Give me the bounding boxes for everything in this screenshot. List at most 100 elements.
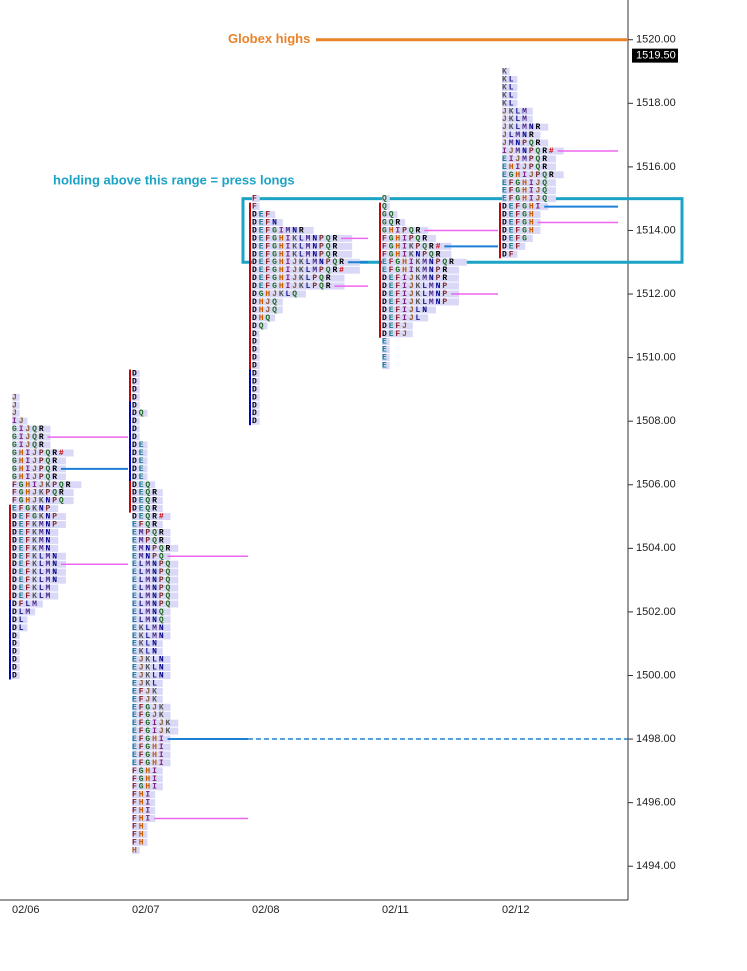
tpo-bar xyxy=(12,600,43,608)
tpo-bar xyxy=(132,632,171,640)
tpo-row: EFGHI xyxy=(132,751,166,760)
tpo-bar xyxy=(252,385,260,393)
x-tick-label: 02/11 xyxy=(382,904,409,916)
tpo-bar xyxy=(132,481,156,489)
tpo-row: D xyxy=(12,656,19,665)
tpo-row: FGHJKPQR xyxy=(12,489,66,498)
y-tick-label: 1516.00 xyxy=(636,161,676,173)
tpo-row: FH xyxy=(132,823,145,832)
tpo-row: DE xyxy=(132,449,145,458)
tpo-bar xyxy=(132,608,171,616)
tpo-bar xyxy=(132,584,179,592)
tpo-bar xyxy=(132,830,148,838)
tpo-row: FGHIPQR xyxy=(382,235,429,244)
tpo-bar xyxy=(132,520,163,528)
tpo-row: DEFKLMN xyxy=(12,568,59,577)
tpo-bar xyxy=(132,815,156,823)
tpo-row: DE xyxy=(132,457,145,466)
tpo-bar xyxy=(12,671,20,679)
tpo-row: IJ xyxy=(12,417,25,426)
tpo-bar xyxy=(12,457,66,465)
tpo-row: J xyxy=(12,401,19,410)
tpo-row: DEFKMN xyxy=(12,544,52,553)
tpo-bar xyxy=(12,489,74,497)
tpo-bar xyxy=(252,211,276,219)
tpo-row: EFJK xyxy=(132,695,159,704)
tpo-row: Q xyxy=(382,203,389,212)
tpo-bar xyxy=(132,656,171,664)
tpo-row: GHIJPQR xyxy=(12,465,59,474)
tpo-row: DEFGHIJKLPQR xyxy=(252,282,332,291)
tpo-row: EFGHIJQ xyxy=(502,187,549,196)
tpo-row: D xyxy=(12,672,19,681)
tpo-row: EFGHIKMNPQR xyxy=(382,258,456,267)
tpo-row: DEFN xyxy=(252,219,279,228)
tpo-row: D xyxy=(12,640,19,649)
tpo-row: EFGHI xyxy=(132,735,166,744)
tpo-row: DL xyxy=(12,624,25,633)
tpo-row: FHI xyxy=(132,799,152,808)
tpo-row: EFGHIJQ xyxy=(502,195,549,204)
tpo-bar xyxy=(12,505,59,513)
tpo-row: DL xyxy=(12,616,25,625)
tpo-bar xyxy=(12,497,74,505)
tpo-bar xyxy=(132,377,140,385)
tpo-row: EIJMPQR xyxy=(502,155,549,164)
tpo-row: D xyxy=(12,664,19,673)
tpo-row: DGHJKLQ xyxy=(252,290,299,299)
tpo-row: FH xyxy=(132,838,145,847)
tpo-bar xyxy=(502,195,556,203)
tpo-bar xyxy=(132,671,171,679)
tpo-bar xyxy=(382,219,406,227)
tpo-row: EFJK xyxy=(132,687,159,696)
tpo-bar xyxy=(382,346,390,354)
tpo-row: DEFIJKMNPR xyxy=(382,274,449,283)
tpo-bar xyxy=(382,282,460,290)
last-price-tag xyxy=(632,48,678,63)
tpo-row: DEFG xyxy=(502,235,529,244)
tpo-row: DEFKLMN xyxy=(12,552,59,561)
tpo-bar xyxy=(502,155,556,163)
tpo-bar xyxy=(502,226,541,234)
tpo-row: EMPQR xyxy=(132,529,166,538)
tpo-row: EJKLN xyxy=(132,656,166,665)
tpo-row: JLMNR xyxy=(502,131,536,140)
tpo-bar xyxy=(132,664,171,672)
tpo-bar xyxy=(12,465,66,473)
tpo-bar xyxy=(132,393,140,401)
tpo-bar xyxy=(132,592,179,600)
tpo-bar xyxy=(382,362,390,370)
tpo-row: DQ xyxy=(252,322,265,331)
y-tick-label: 1506.00 xyxy=(636,479,676,491)
tpo-bar xyxy=(502,179,556,187)
tpo-row: EMPQR xyxy=(132,536,166,545)
tpo-row: DF xyxy=(502,250,515,259)
note-text: holding above this range = press longs xyxy=(53,172,295,187)
tpo-bar xyxy=(382,234,436,242)
tpo-bar xyxy=(252,314,276,322)
tpo-bar xyxy=(12,608,36,616)
tpo-bar xyxy=(382,354,390,362)
tpo-bar xyxy=(382,195,390,203)
tpo-bar xyxy=(12,544,59,552)
tpo-row: KL xyxy=(502,99,515,108)
tpo-bar xyxy=(132,703,171,711)
tpo-bar xyxy=(252,226,314,234)
tpo-row: DE xyxy=(132,473,145,482)
tpo-row: JKLM xyxy=(502,115,529,124)
tpo-bar xyxy=(382,211,398,219)
tpo-row: Q xyxy=(382,195,389,204)
tpo-row: GIJQR xyxy=(12,433,46,442)
x-tick-label: 02/07 xyxy=(132,904,160,916)
tpo-bar xyxy=(502,68,510,76)
tpo-row: FGHIKPQR# xyxy=(382,242,442,251)
y-tick-label: 1512.00 xyxy=(636,288,676,300)
tpo-bar xyxy=(12,433,51,441)
last-price-label: 1519.50 xyxy=(636,50,676,62)
tpo-bar xyxy=(12,441,51,449)
tpo-bar xyxy=(132,513,171,521)
tpo-bar xyxy=(132,425,140,433)
tpo-row: EKLMN xyxy=(132,624,166,633)
tpo-row: EKLN xyxy=(132,648,159,657)
